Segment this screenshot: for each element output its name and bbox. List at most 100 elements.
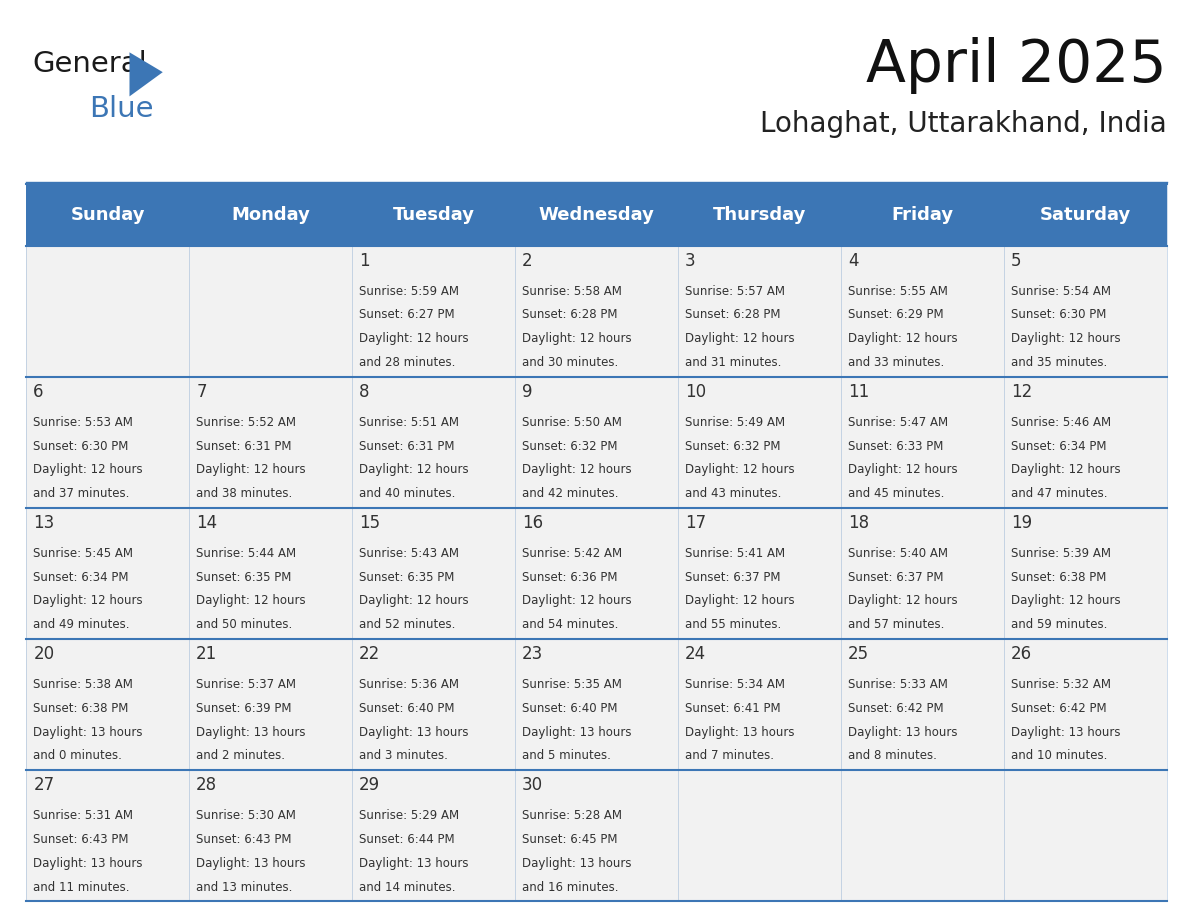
- Text: and 11 minutes.: and 11 minutes.: [33, 880, 129, 893]
- Text: Sunset: 6:34 PM: Sunset: 6:34 PM: [33, 571, 128, 584]
- Text: and 52 minutes.: and 52 minutes.: [359, 619, 455, 632]
- Text: Sunrise: 5:46 AM: Sunrise: 5:46 AM: [1011, 416, 1111, 429]
- Text: Daylight: 12 hours: Daylight: 12 hours: [196, 464, 305, 476]
- Text: Sunrise: 5:30 AM: Sunrise: 5:30 AM: [196, 809, 296, 822]
- Text: 19: 19: [1011, 514, 1032, 532]
- Text: 13: 13: [33, 514, 55, 532]
- Text: and 50 minutes.: and 50 minutes.: [196, 619, 292, 632]
- Text: Sunset: 6:34 PM: Sunset: 6:34 PM: [1011, 440, 1106, 453]
- Bar: [26, 377, 189, 509]
- Bar: [514, 377, 678, 509]
- Text: 10: 10: [685, 383, 706, 400]
- Text: 18: 18: [848, 514, 868, 532]
- Bar: [352, 509, 514, 639]
- Bar: [189, 377, 352, 509]
- Text: Lohaghat, Uttarakhand, India: Lohaghat, Uttarakhand, India: [760, 110, 1167, 139]
- Text: and 45 minutes.: and 45 minutes.: [848, 487, 944, 500]
- Text: Sunday: Sunday: [70, 206, 145, 224]
- Text: Sunrise: 5:37 AM: Sunrise: 5:37 AM: [196, 677, 296, 691]
- Text: Sunset: 6:43 PM: Sunset: 6:43 PM: [196, 833, 292, 845]
- Text: Sunset: 6:35 PM: Sunset: 6:35 PM: [359, 571, 455, 584]
- Text: and 0 minutes.: and 0 minutes.: [33, 749, 122, 763]
- Text: Daylight: 13 hours: Daylight: 13 hours: [196, 725, 305, 739]
- Text: Daylight: 13 hours: Daylight: 13 hours: [848, 725, 958, 739]
- Text: Sunrise: 5:49 AM: Sunrise: 5:49 AM: [685, 416, 785, 429]
- Text: Daylight: 13 hours: Daylight: 13 hours: [522, 856, 632, 869]
- Text: Sunrise: 5:55 AM: Sunrise: 5:55 AM: [848, 285, 948, 297]
- Text: and 40 minutes.: and 40 minutes.: [359, 487, 455, 500]
- Text: 3: 3: [685, 252, 696, 270]
- Text: Sunset: 6:37 PM: Sunset: 6:37 PM: [848, 571, 943, 584]
- Text: Daylight: 12 hours: Daylight: 12 hours: [522, 464, 632, 476]
- Text: and 30 minutes.: and 30 minutes.: [522, 356, 618, 369]
- Bar: [514, 770, 678, 901]
- Text: Sunrise: 5:32 AM: Sunrise: 5:32 AM: [1011, 677, 1111, 691]
- Text: 6: 6: [33, 383, 44, 400]
- Text: Sunset: 6:40 PM: Sunset: 6:40 PM: [522, 701, 618, 715]
- Text: Sunset: 6:38 PM: Sunset: 6:38 PM: [1011, 571, 1106, 584]
- Bar: [678, 377, 841, 509]
- Text: 24: 24: [685, 644, 706, 663]
- Text: Sunrise: 5:42 AM: Sunrise: 5:42 AM: [522, 547, 623, 560]
- Text: Sunset: 6:37 PM: Sunset: 6:37 PM: [685, 571, 781, 584]
- Text: Daylight: 12 hours: Daylight: 12 hours: [522, 595, 632, 608]
- Text: and 59 minutes.: and 59 minutes.: [1011, 619, 1107, 632]
- Text: and 57 minutes.: and 57 minutes.: [848, 619, 944, 632]
- Text: Sunset: 6:42 PM: Sunset: 6:42 PM: [1011, 701, 1106, 715]
- Text: and 37 minutes.: and 37 minutes.: [33, 487, 129, 500]
- Text: Daylight: 12 hours: Daylight: 12 hours: [33, 464, 143, 476]
- Text: Sunset: 6:35 PM: Sunset: 6:35 PM: [196, 571, 291, 584]
- Text: Sunrise: 5:36 AM: Sunrise: 5:36 AM: [359, 677, 459, 691]
- Bar: [678, 770, 841, 901]
- Bar: [352, 377, 514, 509]
- Bar: [841, 770, 1004, 901]
- Text: Sunrise: 5:58 AM: Sunrise: 5:58 AM: [522, 285, 621, 297]
- Text: Friday: Friday: [891, 206, 953, 224]
- Text: Daylight: 12 hours: Daylight: 12 hours: [359, 595, 469, 608]
- Text: 15: 15: [359, 514, 380, 532]
- Text: Daylight: 13 hours: Daylight: 13 hours: [685, 725, 795, 739]
- Text: Tuesday: Tuesday: [392, 206, 474, 224]
- Text: Daylight: 13 hours: Daylight: 13 hours: [33, 856, 143, 869]
- Text: 29: 29: [359, 776, 380, 794]
- Text: Sunrise: 5:50 AM: Sunrise: 5:50 AM: [522, 416, 621, 429]
- Text: Daylight: 13 hours: Daylight: 13 hours: [1011, 725, 1120, 739]
- Text: Sunset: 6:38 PM: Sunset: 6:38 PM: [33, 701, 128, 715]
- Text: 23: 23: [522, 644, 543, 663]
- Text: Sunrise: 5:52 AM: Sunrise: 5:52 AM: [196, 416, 296, 429]
- Text: Daylight: 12 hours: Daylight: 12 hours: [685, 595, 795, 608]
- Text: 21: 21: [196, 644, 217, 663]
- Text: Sunrise: 5:54 AM: Sunrise: 5:54 AM: [1011, 285, 1111, 297]
- Text: Sunrise: 5:35 AM: Sunrise: 5:35 AM: [522, 677, 621, 691]
- Text: Daylight: 13 hours: Daylight: 13 hours: [196, 856, 305, 869]
- Text: and 16 minutes.: and 16 minutes.: [522, 880, 619, 893]
- Text: 9: 9: [522, 383, 532, 400]
- Text: Sunrise: 5:40 AM: Sunrise: 5:40 AM: [848, 547, 948, 560]
- Text: Sunset: 6:40 PM: Sunset: 6:40 PM: [359, 701, 455, 715]
- Bar: [841, 246, 1004, 377]
- Text: and 54 minutes.: and 54 minutes.: [522, 619, 619, 632]
- Bar: [514, 639, 678, 770]
- Text: 16: 16: [522, 514, 543, 532]
- Text: Daylight: 13 hours: Daylight: 13 hours: [359, 856, 468, 869]
- Text: and 14 minutes.: and 14 minutes.: [359, 880, 456, 893]
- Text: 5: 5: [1011, 252, 1022, 270]
- Text: 28: 28: [196, 776, 217, 794]
- Text: Sunset: 6:30 PM: Sunset: 6:30 PM: [1011, 308, 1106, 321]
- Text: Sunset: 6:33 PM: Sunset: 6:33 PM: [848, 440, 943, 453]
- Bar: [189, 639, 352, 770]
- Text: Sunrise: 5:57 AM: Sunrise: 5:57 AM: [685, 285, 785, 297]
- Text: Sunrise: 5:44 AM: Sunrise: 5:44 AM: [196, 547, 296, 560]
- Text: and 47 minutes.: and 47 minutes.: [1011, 487, 1107, 500]
- Text: Sunrise: 5:34 AM: Sunrise: 5:34 AM: [685, 677, 785, 691]
- Text: Daylight: 12 hours: Daylight: 12 hours: [1011, 464, 1120, 476]
- Bar: [1004, 639, 1167, 770]
- Bar: [841, 639, 1004, 770]
- Text: Daylight: 12 hours: Daylight: 12 hours: [1011, 332, 1120, 345]
- Bar: [26, 184, 1167, 246]
- Text: Daylight: 12 hours: Daylight: 12 hours: [522, 332, 632, 345]
- Text: Daylight: 12 hours: Daylight: 12 hours: [359, 464, 469, 476]
- Bar: [514, 509, 678, 639]
- Text: and 43 minutes.: and 43 minutes.: [685, 487, 782, 500]
- Text: Sunset: 6:28 PM: Sunset: 6:28 PM: [685, 308, 781, 321]
